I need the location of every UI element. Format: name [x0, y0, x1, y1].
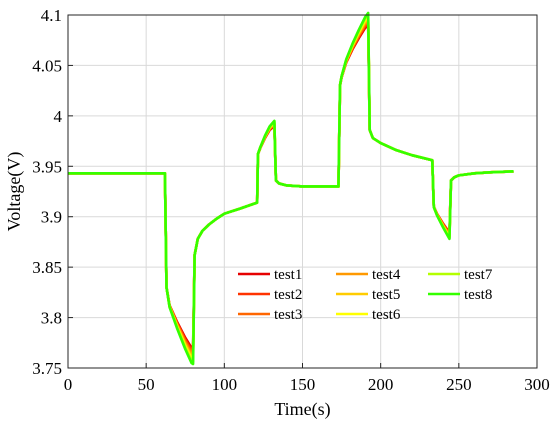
- legend-label-test1: test1: [274, 267, 302, 283]
- legend: test1 test2 test3 test4 test5 test6 test7 test8: [238, 267, 493, 323]
- tick-labels: 0 50 100 150 200 250 300 3.75 3.8 3.85 3.9 3.95 4 4.0…: [32, 6, 550, 394]
- y-tick-label-5: 4: [54, 107, 63, 126]
- x-tick-label-4: 200: [368, 375, 394, 394]
- x-tick-label-5: 250: [446, 375, 472, 394]
- x-tick-label-0: 0: [64, 375, 73, 394]
- legend-label-test7: test7: [464, 267, 493, 283]
- x-tick-label-2: 100: [212, 375, 238, 394]
- y-tick-label-7: 4.1: [41, 6, 62, 25]
- y-tick-label-2: 3.85: [32, 258, 62, 277]
- y-tick-label-0: 3.75: [32, 359, 62, 378]
- y-tick-label-3: 3.9: [41, 208, 62, 227]
- legend-label-test2: test2: [274, 287, 302, 303]
- y-tick-label-1: 3.8: [41, 309, 62, 328]
- curves: [68, 11, 514, 366]
- y-tick-label-4: 3.95: [32, 157, 62, 176]
- x-tick-label-3: 150: [290, 375, 316, 394]
- legend-label-test5: test5: [372, 287, 400, 303]
- x-axis-label: Time(s): [274, 399, 330, 420]
- x-tick-label-1: 50: [138, 375, 155, 394]
- x-tick-label-6: 300: [524, 375, 550, 394]
- legend-label-test8: test8: [464, 287, 492, 303]
- series-line-test4: [68, 18, 514, 357]
- y-axis-label: Voltage(V): [4, 152, 25, 232]
- series-line-test8: [68, 11, 514, 366]
- legend-label-test4: test4: [372, 267, 401, 283]
- y-tick-label-6: 4.05: [32, 56, 62, 75]
- grid: [67, 14, 538, 369]
- legend-label-test3: test3: [274, 307, 302, 323]
- ticks: [67, 14, 538, 369]
- legend-label-test6: test6: [372, 307, 401, 323]
